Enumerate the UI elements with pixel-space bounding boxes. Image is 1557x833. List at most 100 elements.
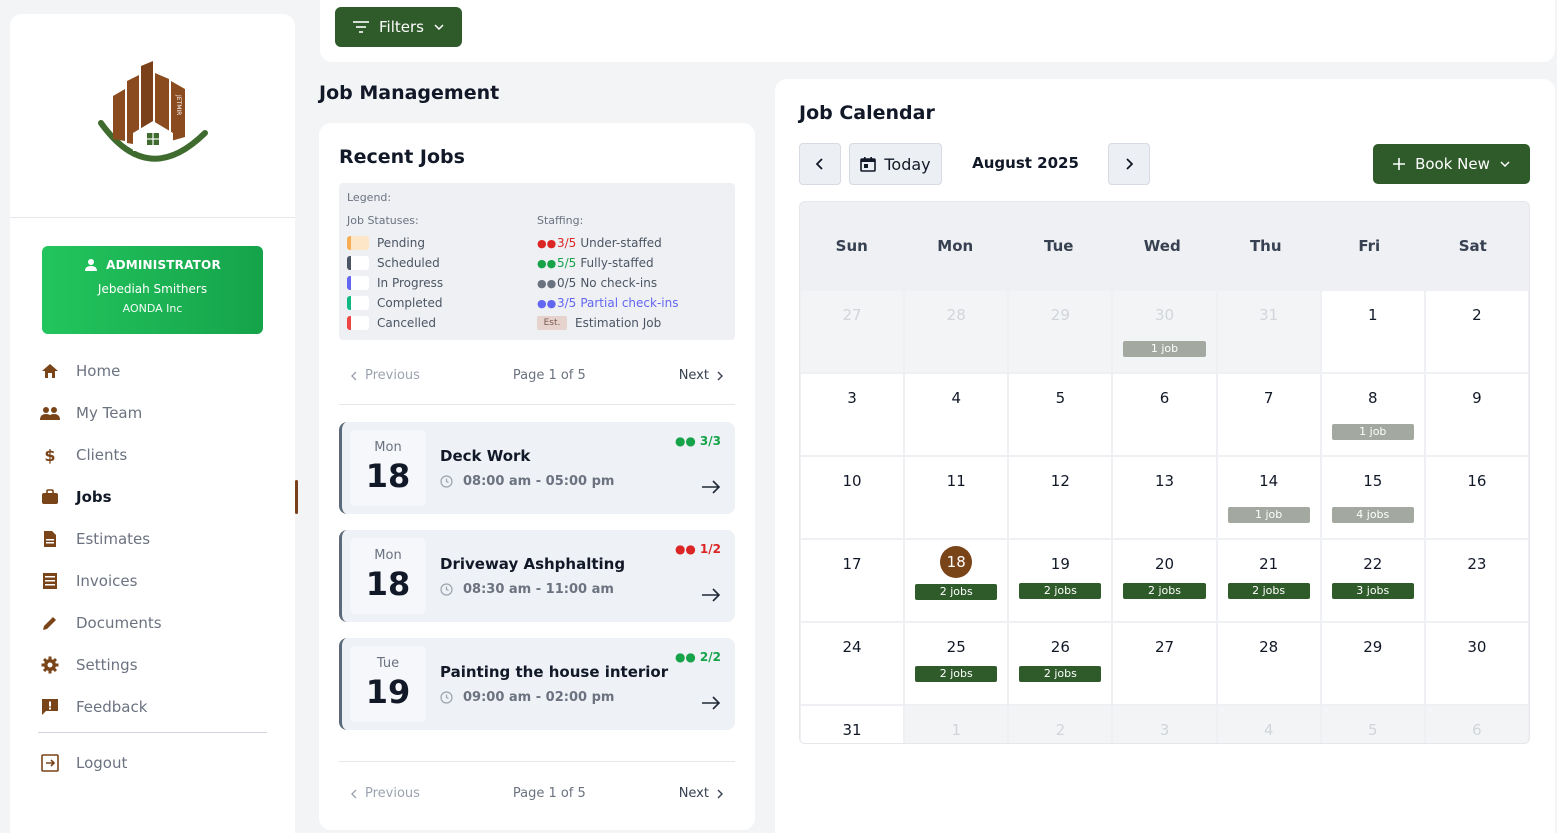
calendar-day[interactable]: 30 1 job	[1113, 291, 1216, 372]
calendar-day[interactable]: 17	[801, 540, 904, 621]
job-count-badge[interactable]: 4 jobs	[1331, 507, 1414, 523]
logout-button[interactable]: Logout	[38, 742, 127, 784]
legend-status: Scheduled	[347, 253, 537, 273]
calendar-day[interactable]: 13	[1113, 457, 1216, 538]
calendar-day[interactable]: 14 1 job	[1217, 457, 1320, 538]
status-label: Completed	[377, 296, 443, 310]
calendar-day[interactable]: 6	[1425, 706, 1528, 743]
calendar-day[interactable]: 1	[905, 706, 1008, 743]
weekday-label: Sun	[835, 237, 868, 255]
calendar-day[interactable]: 21 2 jobs	[1217, 540, 1320, 621]
calendar-day[interactable]: 6	[1113, 374, 1216, 455]
calendar-day[interactable]: 18 2 jobs	[905, 540, 1008, 621]
arrow-right-icon[interactable]	[701, 480, 721, 494]
calendar-day[interactable]: 24	[801, 623, 904, 704]
calendar-day[interactable]: 31	[801, 706, 904, 743]
calendar-day[interactable]: 1	[1321, 291, 1424, 372]
arrow-right-icon[interactable]	[701, 696, 721, 710]
calendar-day[interactable]: 31	[1217, 291, 1320, 372]
day-number: 25	[946, 638, 966, 656]
job-count-badge[interactable]: 2 jobs	[1019, 583, 1102, 599]
calendar-day[interactable]: 19 2 jobs	[1009, 540, 1112, 621]
calendar-day[interactable]: 28	[1217, 623, 1320, 704]
job-count-badge[interactable]: 2 jobs	[1227, 583, 1310, 599]
calendar-day[interactable]: 23	[1425, 540, 1528, 621]
job-count-badge[interactable]: 2 jobs	[1019, 666, 1102, 682]
calendar-day[interactable]: 2	[1009, 706, 1112, 743]
job-count-badge[interactable]: 1 job	[1331, 424, 1414, 440]
next-button[interactable]: Next	[679, 368, 723, 383]
calendar-day[interactable]: 11	[905, 457, 1008, 538]
calendar-day[interactable]: 4	[1217, 706, 1320, 743]
prev-month-button[interactable]	[799, 143, 841, 185]
sidebar-item-jobs[interactable]: Jobs	[38, 476, 298, 518]
today-button[interactable]: Today	[849, 143, 942, 185]
arrow-right-icon[interactable]	[701, 588, 721, 602]
sidebar-item-settings[interactable]: Settings	[38, 644, 295, 686]
sidebar-item-home[interactable]: Home	[38, 350, 295, 392]
filters-label: Filters	[379, 18, 424, 36]
next-month-button[interactable]	[1108, 143, 1150, 185]
book-new-button[interactable]: Book New	[1373, 144, 1530, 184]
next-label: Next	[678, 786, 709, 801]
day-number: 30	[1467, 638, 1487, 656]
calendar-day[interactable]: 25 2 jobs	[905, 623, 1008, 704]
job-time-text: 08:30 am - 11:00 am	[463, 582, 614, 597]
next-label: Next	[678, 368, 709, 383]
calendar-day[interactable]: 3	[801, 374, 904, 455]
calendar-day[interactable]: 12	[1009, 457, 1112, 538]
chevron-right-icon	[717, 371, 723, 380]
calendar-day[interactable]: 10	[801, 457, 904, 538]
sidebar-item-feedback[interactable]: Feedback	[38, 686, 295, 728]
day-number: 29	[1363, 638, 1383, 656]
sidebar-item-documents[interactable]: Documents	[38, 602, 295, 644]
calendar-day[interactable]: 8 1 job	[1321, 374, 1424, 455]
calendar-day[interactable]: 7	[1217, 374, 1320, 455]
calendar-day[interactable]: 28	[905, 291, 1008, 372]
job-count-badge[interactable]: 3 jobs	[1331, 583, 1414, 599]
calendar-day[interactable]: 29	[1321, 623, 1424, 704]
sidebar-item-invoices[interactable]: Invoices	[38, 560, 295, 602]
job-count-badge[interactable]: 1 job	[1227, 507, 1310, 523]
admin-profile-card[interactable]: ADMINISTRATOR Jebediah Smithers AONDA In…	[42, 246, 263, 334]
sidebar-item-clients[interactable]: $ Clients	[38, 434, 295, 476]
previous-button[interactable]: Previous	[351, 368, 420, 383]
job-count-badge[interactable]: 2 jobs	[915, 584, 998, 600]
calendar-day[interactable]: 20 2 jobs	[1113, 540, 1216, 621]
next-button[interactable]: Next	[679, 786, 723, 801]
job-card[interactable]: Mon 18 Deck Work 08:00 am - 05:00 pm ●● 3…	[339, 422, 735, 514]
day-number: 4	[951, 389, 961, 407]
previous-button[interactable]: Previous	[351, 786, 420, 801]
calendar-day[interactable]: 2	[1425, 291, 1528, 372]
calendar-day[interactable]: 9	[1425, 374, 1528, 455]
staffing-fraction: 3/5	[557, 296, 577, 310]
recent-jobs-panel: Recent Jobs Legend: Job Statuses: Pendin…	[319, 123, 755, 830]
svg-text:JETMIR: JETMIR	[175, 94, 182, 115]
calendar-day[interactable]: 3	[1113, 706, 1216, 743]
sidebar-item-my-team[interactable]: My Team	[38, 392, 295, 434]
calendar-day[interactable]: 27	[801, 291, 904, 372]
filters-button[interactable]: Filters	[335, 7, 462, 47]
job-card[interactable]: Tue 19 Painting the house interior 09:00…	[339, 638, 735, 730]
calendar-day[interactable]: 22 3 jobs	[1321, 540, 1424, 621]
job-count-badge[interactable]: 1 job	[1123, 341, 1206, 357]
calendar-day[interactable]: 4	[905, 374, 1008, 455]
sidebar-item-label: Feedback	[76, 698, 148, 716]
calendar-day[interactable]: 29	[1009, 291, 1112, 372]
calendar-day[interactable]: 15 4 jobs	[1321, 457, 1424, 538]
calendar-day[interactable]: 5	[1321, 706, 1424, 743]
job-count-badge[interactable]: 2 jobs	[915, 666, 998, 682]
calendar-day[interactable]: 16	[1425, 457, 1528, 538]
job-time: 08:30 am - 11:00 am	[440, 582, 614, 597]
sidebar-item-estimates[interactable]: Estimates	[38, 518, 295, 560]
nav-divider	[38, 732, 267, 733]
calendar-day[interactable]: 30	[1425, 623, 1528, 704]
job-count-badge[interactable]: 2 jobs	[1123, 583, 1206, 599]
calendar-day[interactable]: 5	[1009, 374, 1112, 455]
day-number: 27	[842, 306, 862, 324]
day-number: 10	[842, 472, 862, 490]
estimation-badge: Est.	[537, 316, 567, 330]
job-card[interactable]: Mon 18 Driveway Ashphalting 08:30 am - 1…	[339, 530, 735, 622]
calendar-day[interactable]: 26 2 jobs	[1009, 623, 1112, 704]
calendar-day[interactable]: 27	[1113, 623, 1216, 704]
